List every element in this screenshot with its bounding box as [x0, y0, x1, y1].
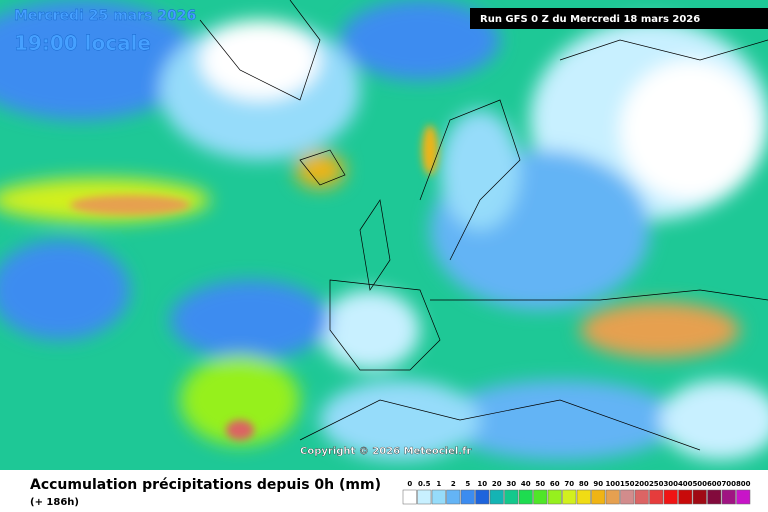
legend-label: 5	[465, 480, 470, 488]
legend-swatch	[417, 489, 432, 505]
legend-label: 20	[492, 480, 502, 488]
legend-label: 400	[678, 480, 693, 488]
legend-swatch	[460, 489, 475, 505]
legend-swatch	[518, 489, 533, 505]
legend-swatch	[591, 489, 606, 505]
run-box	[470, 8, 768, 29]
legend-label: 300	[663, 480, 678, 488]
legend-label: 250	[649, 480, 664, 488]
legend-label: 40	[521, 480, 531, 488]
legend-label: 50	[535, 480, 545, 488]
legend-label: 100	[605, 480, 620, 488]
legend-swatch	[431, 489, 446, 505]
legend-label: 10	[477, 480, 487, 488]
legend-swatch	[620, 489, 635, 505]
legend-label: 2	[451, 480, 456, 488]
legend-swatch	[547, 489, 562, 505]
legend-swatch	[489, 489, 504, 505]
legend-label: 200	[634, 480, 649, 488]
footer-title: Accumulation précipitations depuis 0h (m…	[30, 477, 381, 493]
legend-swatch	[678, 489, 693, 505]
legend-swatch	[562, 489, 577, 505]
legend-label: 70	[564, 480, 574, 488]
legend-label: 60	[550, 480, 560, 488]
legend-swatch	[576, 489, 591, 505]
legend-label: 500	[692, 480, 707, 488]
legend-swatch	[475, 489, 490, 505]
legend-swatch	[634, 489, 649, 505]
legend-label: 0	[407, 480, 412, 488]
legend-swatch	[649, 489, 664, 505]
legend-swatch	[736, 489, 751, 505]
time-label: 19:00 locale	[14, 31, 151, 55]
legend-label: 600	[707, 480, 722, 488]
run-label: Run GFS 0 Z du Mercredi 18 mars 2026	[480, 14, 700, 25]
legend-swatch	[721, 489, 736, 505]
legend-label: 30	[506, 480, 516, 488]
legend-label: 1	[436, 480, 441, 488]
legend-label: 90	[593, 480, 603, 488]
legend-swatch	[605, 489, 620, 505]
legend-label: 700	[721, 480, 736, 488]
legend-swatch	[707, 489, 722, 505]
legend-label: 80	[579, 480, 589, 488]
legend: 0 0.5 1 2 5 10 20 30 40 50 60 70 80 90 100 150 200 250 300…	[402, 480, 751, 505]
coastlines	[199, 0, 768, 451]
legend-swatch	[533, 489, 548, 505]
copyright: Copyright © 2026 Meteociel.fr	[300, 446, 471, 457]
legend-swatch	[663, 489, 678, 505]
legend-swatch	[504, 489, 519, 505]
legend-swatch	[692, 489, 707, 505]
legend-swatch	[402, 489, 417, 505]
date-label: Mercredi 25 mars 2026	[14, 8, 196, 24]
legend-label: 800	[736, 480, 751, 488]
legend-label: 0.5	[418, 480, 431, 488]
footer-subtitle: (+ 186h)	[30, 497, 79, 508]
precip-field	[0, 0, 768, 470]
legend-swatch	[446, 489, 461, 505]
legend-label: 150	[620, 480, 635, 488]
